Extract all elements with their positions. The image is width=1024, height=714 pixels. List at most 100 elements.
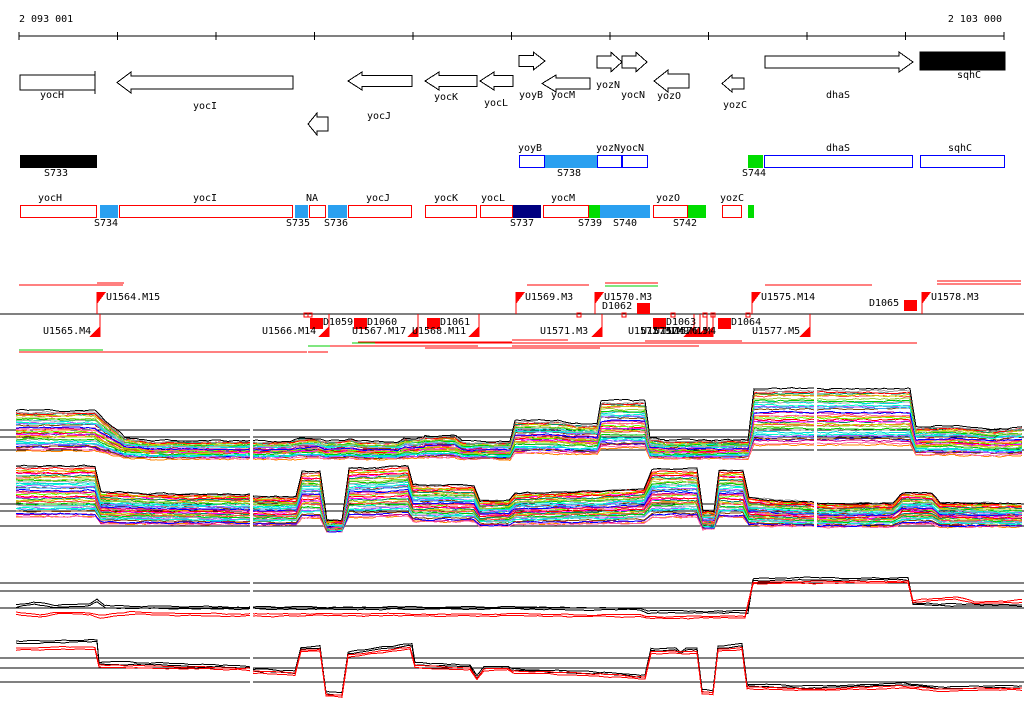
gene-arrow-yocL[interactable] xyxy=(479,71,514,91)
track-red-segment-S737[interactable] xyxy=(513,205,541,218)
marker-square-icon[interactable] xyxy=(653,318,666,329)
down-marker-U1577.M5[interactable] xyxy=(799,314,811,337)
track-blue-segment-yozN[interactable] xyxy=(597,155,622,168)
gene-arrow-yocK[interactable] xyxy=(424,71,478,91)
track-blue-segment-dhaS[interactable] xyxy=(764,155,913,168)
down-marker-U1567.M17[interactable] xyxy=(407,314,419,337)
track-red-segment-yocL[interactable] xyxy=(480,205,513,218)
track-red-segment-S740[interactable] xyxy=(600,205,650,218)
gene-arrow-dhaS[interactable] xyxy=(764,51,914,73)
track-blue-segment-yocN[interactable] xyxy=(622,155,648,168)
gene-body xyxy=(116,71,294,94)
down-marker-U1568.M11[interactable] xyxy=(468,314,480,337)
down-marker-U1576.M4[interactable] xyxy=(702,314,714,337)
track-red-label-S739: S739 xyxy=(578,218,603,229)
track-red-segment-S736[interactable] xyxy=(328,205,347,218)
marker-square-icon[interactable] xyxy=(637,303,650,314)
down-marker-U1565.M4[interactable] xyxy=(89,314,101,337)
summary-line-red xyxy=(15,645,1023,696)
gene-arrow-sqhC[interactable] xyxy=(919,51,1006,71)
panel-separator xyxy=(814,386,817,546)
gene-body xyxy=(596,50,623,74)
up-marker-U1575.M14[interactable] xyxy=(751,292,761,314)
track-red-label-S735: S735 xyxy=(286,218,311,229)
gene-label-yozO: yozO xyxy=(657,91,682,102)
d-marker-D1060[interactable] xyxy=(354,318,367,329)
marker-flag-icon[interactable] xyxy=(97,292,106,304)
d-marker-D1064[interactable] xyxy=(718,318,731,329)
down-marker-label: U1568.M11 xyxy=(412,326,467,337)
up-marker-U1569.M3[interactable] xyxy=(515,292,525,314)
marker-flag-icon[interactable] xyxy=(516,292,525,304)
profile-line xyxy=(15,392,1023,445)
d-marker-D1059[interactable] xyxy=(310,318,323,329)
down-marker-U1566.M14[interactable] xyxy=(318,314,330,337)
gene-body xyxy=(764,51,914,73)
gene-arrow-yocJ[interactable] xyxy=(347,71,413,91)
track-blue-label-yocN: yocN xyxy=(620,143,645,154)
d-marker-D1063[interactable] xyxy=(653,318,666,329)
marker-square-icon[interactable] xyxy=(427,318,440,329)
track-red-segment-yocJ[interactable] xyxy=(348,205,412,218)
marker-flag-icon[interactable] xyxy=(318,326,329,337)
track-red-segment-S742[interactable] xyxy=(688,205,706,218)
track-red-segment[interactable] xyxy=(748,205,754,218)
up-marker-label: U1575.M14 xyxy=(761,292,816,303)
marker-flag-icon[interactable] xyxy=(799,326,810,337)
panel-separator xyxy=(250,386,253,546)
down-marker-label: U1566.M14 xyxy=(262,326,317,337)
track-blue-label-S733: S733 xyxy=(44,168,69,179)
marker-flag-icon[interactable] xyxy=(752,292,761,304)
down-marker-U1571.M3[interactable] xyxy=(591,314,603,337)
marker-flag-icon[interactable] xyxy=(702,326,713,337)
down-marker-label: U1565.M4 xyxy=(43,326,92,337)
track-red-segment-S735[interactable] xyxy=(295,205,308,218)
marker-flag-icon[interactable] xyxy=(89,326,100,337)
up-marker-U1578.M3[interactable] xyxy=(921,292,931,314)
down-marker-label: U1573.M9 xyxy=(641,326,690,337)
track-red-segment-yozO[interactable] xyxy=(653,205,688,218)
track-red-segment-S734[interactable] xyxy=(100,205,118,218)
track-blue-segment-S744[interactable] xyxy=(748,155,763,168)
track-red-label-yocI: yocI xyxy=(193,193,218,204)
marker-square-icon[interactable] xyxy=(904,300,917,311)
d-marker-D1061[interactable] xyxy=(427,318,440,329)
track-blue-segment-yoyB[interactable] xyxy=(519,155,545,168)
marker-square-icon[interactable] xyxy=(718,318,731,329)
marker-flag-icon[interactable] xyxy=(407,326,418,337)
track-red-segment-yocH[interactable] xyxy=(20,205,97,218)
track-red-segment-S739[interactable] xyxy=(589,205,600,218)
track-red-segment-yocI[interactable] xyxy=(119,205,293,218)
marker-flag-icon[interactable] xyxy=(591,326,602,337)
marker-square-icon[interactable] xyxy=(310,318,323,329)
track-blue-segment-S733[interactable] xyxy=(20,155,97,168)
marker-flag-icon[interactable] xyxy=(696,326,707,337)
gene-arrow-yocN[interactable] xyxy=(621,50,648,74)
marker-flag-icon[interactable] xyxy=(468,326,479,337)
gene-arrow-yocH[interactable] xyxy=(19,71,96,94)
gene-arrow-yocI[interactable] xyxy=(116,71,294,94)
marker-flag-icon[interactable] xyxy=(922,292,931,304)
up-marker-label: U1569.M3 xyxy=(525,292,574,303)
d-marker-D1065[interactable] xyxy=(904,300,917,311)
gene-arrow-yocM[interactable] xyxy=(541,74,591,93)
track-red-segment-NA[interactable] xyxy=(309,205,326,218)
up-marker-U1570.M3[interactable] xyxy=(594,292,604,314)
marker-square-icon[interactable] xyxy=(354,318,367,329)
gene-arrow-yozO[interactable] xyxy=(653,68,690,94)
gene-arrow-yozC[interactable] xyxy=(721,73,745,94)
gene-arrow-yozN[interactable] xyxy=(596,50,623,74)
gene-arrow-yoyB[interactable] xyxy=(518,50,546,72)
track-red-segment-yocM[interactable] xyxy=(543,205,589,218)
track-red-segment-yozC[interactable] xyxy=(722,205,742,218)
marker-flag-icon[interactable] xyxy=(683,326,694,337)
marker-flag-icon[interactable] xyxy=(595,292,604,304)
tiny-square-icon xyxy=(621,312,627,318)
up-marker-U1564.M15[interactable] xyxy=(96,292,106,314)
track-blue-segment-sqhC[interactable] xyxy=(920,155,1005,168)
marker-flag-icon[interactable] xyxy=(689,326,700,337)
gene-arrow-small-orf[interactable] xyxy=(307,111,329,137)
track-red-segment-yocK[interactable] xyxy=(425,205,477,218)
d-marker-D1062[interactable] xyxy=(637,303,650,314)
track-blue-segment-S738[interactable] xyxy=(545,155,597,168)
